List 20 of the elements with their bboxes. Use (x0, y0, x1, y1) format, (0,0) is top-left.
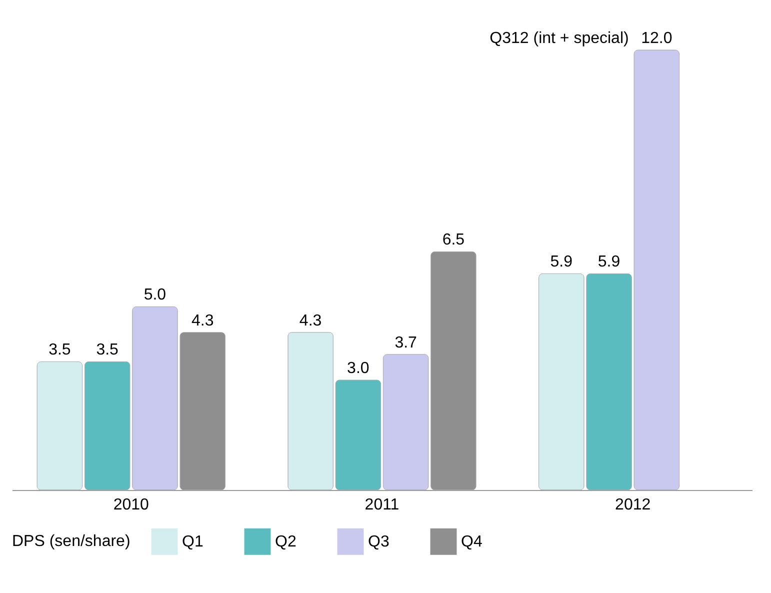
legend-label: Q3 (368, 534, 390, 551)
x-tick-label: 2010 (113, 496, 150, 514)
data-label: 5.9 (550, 254, 573, 271)
data-label: 4.3 (299, 312, 322, 330)
data-label: 3.5 (96, 342, 119, 359)
data-label: 4.3 (191, 312, 214, 330)
data-label: 12.0 (641, 30, 672, 47)
x-tick-label: 2012 (615, 496, 651, 514)
data-label: 5.9 (598, 254, 620, 271)
legend-label: Q1 (182, 534, 204, 551)
data-label: 3.0 (347, 360, 370, 377)
data-label: 3.5 (48, 342, 71, 359)
x-tick-label: 2011 (364, 496, 400, 514)
data-label: 6.5 (442, 232, 465, 249)
legend-label: Q4 (461, 534, 482, 551)
annotation: Q312 (int + special) (490, 30, 629, 47)
legend-title: DPS (sen/share) (12, 533, 130, 550)
data-label: 5.0 (144, 286, 166, 304)
legend-label: Q2 (275, 534, 296, 551)
data-label: 3.7 (394, 334, 418, 352)
